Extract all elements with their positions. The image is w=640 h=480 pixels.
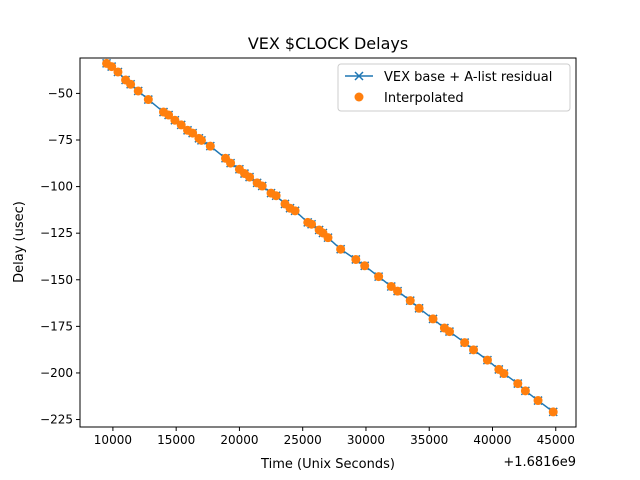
legend-dot-marker (354, 92, 364, 102)
interpolated-point (176, 120, 186, 130)
legend-x-marker (354, 71, 364, 81)
interpolated-point (226, 158, 236, 168)
interpolated-point (405, 296, 415, 306)
interpolated-point (360, 261, 370, 271)
y-tick-label: −175 (40, 319, 73, 333)
interpolated-point (374, 272, 384, 282)
interpolated-point (351, 254, 361, 264)
interpolated-point (336, 244, 346, 254)
y-axis: −50 −75 −100 −125 −150 −175 −200 −225 (40, 86, 80, 427)
interpolated-point (113, 67, 123, 77)
x-tick-label: 35000 (410, 433, 448, 447)
plot-area (102, 58, 558, 417)
interpolated-point (393, 286, 403, 296)
interpolated-point (107, 62, 117, 72)
interpolated-point (428, 314, 438, 324)
interpolated-point (143, 95, 153, 105)
y-tick-label: −125 (40, 226, 73, 240)
chart-title: VEX $CLOCK Delays (248, 34, 408, 53)
interpolated-point (205, 141, 215, 151)
interpolated-point (548, 407, 558, 417)
interpolated-point (386, 281, 396, 291)
interpolated-point (469, 345, 479, 355)
interpolated-point (196, 135, 206, 145)
x-tick-label: 15000 (157, 433, 195, 447)
interpolated-point (188, 128, 198, 138)
x-axis: 10000 15000 20000 25000 30000 35000 40000 45000 (94, 427, 575, 447)
interpolated-point (307, 219, 317, 229)
interpolated-point (520, 386, 530, 396)
x-tick-label: 10000 (94, 433, 132, 447)
interpolated-point (323, 233, 333, 243)
interpolated-point (414, 303, 424, 313)
x-tick-label: 30000 (347, 433, 385, 447)
legend-label-points: Interpolated (384, 91, 464, 106)
interpolated-point (164, 110, 174, 120)
interpolated-point (170, 115, 180, 125)
x-tick-label: 45000 (537, 433, 575, 447)
y-tick-label: −150 (40, 273, 73, 287)
y-tick-label: −225 (40, 413, 73, 427)
interpolated-point (499, 369, 509, 379)
legend-label-line: VEX base + A-list residual (384, 70, 552, 85)
interpolated-point (245, 172, 255, 182)
y-tick-label: −200 (40, 366, 73, 380)
x-tick-label: 25000 (284, 433, 322, 447)
x-tick-label: 20000 (220, 433, 258, 447)
legend: VEX base + A-list residual Interpolated (337, 63, 571, 112)
interpolated-point (482, 355, 492, 365)
x-axis-offset-label: +1.6816e9 (503, 455, 576, 470)
interpolated-point (533, 396, 543, 406)
x-axis-label: Time (Unix Seconds) (260, 457, 395, 472)
y-axis-label: Delay (usec) (12, 201, 27, 283)
x-tick-label: 40000 (473, 433, 511, 447)
interpolated-point (133, 86, 143, 96)
interpolated-point (257, 181, 267, 191)
y-tick-label: −100 (40, 180, 73, 194)
interpolated-point (513, 379, 523, 389)
y-tick-label: −50 (48, 86, 73, 100)
interpolated-point (460, 338, 470, 348)
axes-frame (79, 57, 577, 428)
legend-box (337, 63, 571, 112)
interpolated-point (444, 327, 454, 337)
interpolated-point (271, 191, 281, 201)
y-tick-label: −75 (48, 133, 73, 147)
interpolated-point (290, 206, 300, 216)
interpolated-point (126, 79, 136, 89)
